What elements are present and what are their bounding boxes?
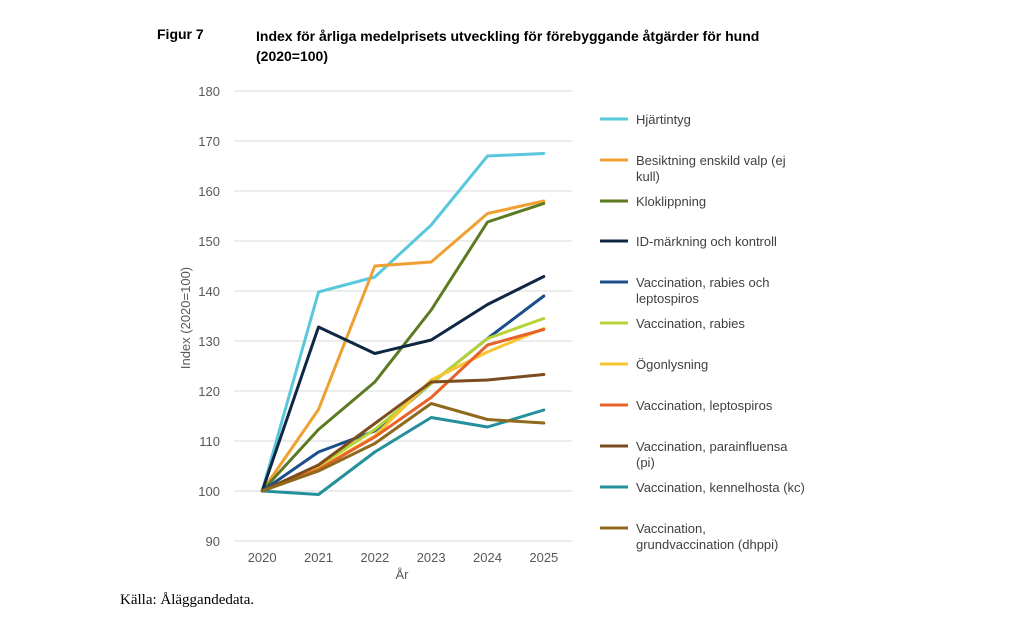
series-line	[260, 199, 546, 493]
legend-entry: Kloklippning	[600, 194, 706, 209]
y-tick-label: 150	[198, 234, 220, 249]
series-line	[260, 327, 546, 493]
legend-entry: ID-märkning och kontroll	[600, 234, 777, 249]
legend-label: (pi)	[636, 455, 655, 470]
series-line	[260, 294, 546, 493]
y-tick-label: 120	[198, 384, 220, 399]
legend-label: Vaccination, parainfluensa	[636, 439, 788, 454]
series-line	[260, 275, 546, 493]
y-tick-label: 180	[198, 84, 220, 99]
legend-label: Vaccination, leptospiros	[636, 398, 773, 413]
legend-entry: Hjärtintyg	[600, 112, 691, 127]
y-tick-label: 90	[206, 534, 220, 549]
series-lines	[260, 152, 546, 496]
x-tick-label: 2024	[473, 550, 502, 565]
x-tick-label: 2025	[529, 550, 558, 565]
y-tick-label: 100	[198, 484, 220, 499]
y-tick-label: 160	[198, 184, 220, 199]
series-line	[260, 402, 546, 493]
legend-label: Ögonlysning	[636, 357, 708, 372]
x-tick-label: 2020	[248, 550, 277, 565]
legend-label: Besiktning enskild valp (ej	[636, 153, 786, 168]
legend-label: Vaccination,	[636, 521, 706, 536]
legend-label: Vaccination, rabies	[636, 316, 745, 331]
series-line	[260, 408, 546, 496]
y-tick-label: 170	[198, 134, 220, 149]
x-tick-label: 2022	[360, 550, 389, 565]
legend-label: leptospiros	[636, 291, 699, 306]
series-line	[260, 373, 546, 493]
figure-label: Figur 7	[157, 26, 204, 42]
figure-title: Index för årliga medelprisets utveckling…	[256, 26, 856, 66]
y-tick-label: 140	[198, 284, 220, 299]
legend-entry: Vaccination, rabies	[600, 316, 745, 331]
figure-title-line1: Index för årliga medelprisets utveckling…	[256, 28, 760, 44]
x-axis-title: År	[396, 567, 410, 582]
legend-entry: Vaccination, parainfluensa(pi)	[600, 439, 788, 470]
y-tick-label: 110	[199, 434, 220, 449]
source-note: Källa: Åläggandedata.	[120, 592, 255, 608]
y-axis-ticks: 90 100 110 120 130 140 150 160 170 180	[198, 84, 220, 549]
series-line	[260, 152, 546, 493]
legend-label: Kloklippning	[636, 194, 706, 209]
x-tick-label: 2021	[304, 550, 333, 565]
legend-label: grundvaccination (dhppi)	[636, 537, 778, 552]
legend-entry: Ögonlysning	[600, 357, 708, 372]
x-axis-ticks: 2020 2021 2022 2023 2024 2025	[248, 550, 559, 565]
legend-label: ID-märkning och kontroll	[636, 234, 777, 249]
legend-label: Vaccination, rabies och	[636, 275, 769, 290]
x-tick-label: 2023	[417, 550, 446, 565]
y-axis-title: Index (2020=100)	[178, 267, 193, 369]
gridlines	[234, 90, 572, 542]
legend-label: Hjärtintyg	[636, 112, 691, 127]
legend-entry: Vaccination, leptospiros	[600, 398, 773, 413]
legend-label: kull)	[636, 169, 660, 184]
y-tick-label: 130	[198, 334, 220, 349]
legend-entry: Vaccination, kennelhosta (kc)	[600, 480, 805, 495]
figure-title-line2: (2020=100)	[256, 48, 329, 64]
legend-label: Vaccination, kennelhosta (kc)	[636, 480, 805, 495]
legend: Hjärtintyg Besiktning enskild valp (ejkul…	[600, 112, 805, 552]
legend-entry: Vaccination,grundvaccination (dhppi)	[600, 521, 778, 552]
series-line	[260, 328, 546, 493]
